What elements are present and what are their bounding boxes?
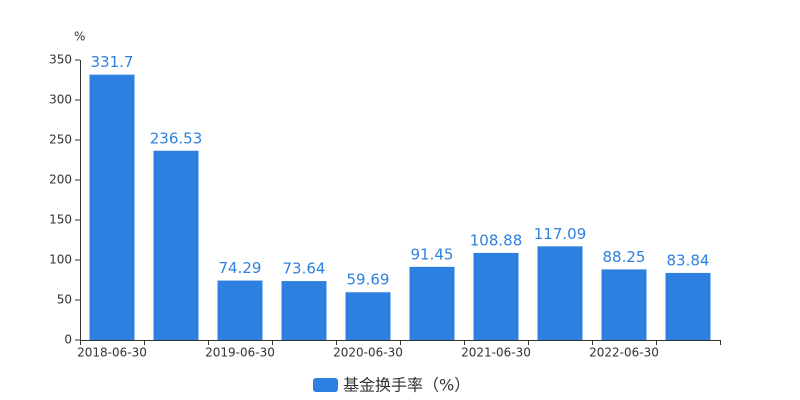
bar [537, 246, 583, 340]
legend-label: 基金换手率（%） [343, 376, 470, 395]
data-label: 73.64 [283, 260, 326, 278]
data-label: 74.29 [219, 259, 262, 277]
data-label: 331.7 [91, 53, 134, 71]
data-label: 117.09 [534, 225, 587, 243]
bar [345, 292, 391, 340]
data-label: 59.69 [347, 271, 390, 289]
y-tick-label: 0 [64, 333, 72, 347]
x-tick-label: 2021-06-30 [461, 346, 531, 360]
bar [89, 74, 135, 340]
bar [217, 280, 263, 340]
x-tick-label: 2022-06-30 [589, 346, 659, 360]
x-tick-label: 2019-06-30 [205, 346, 275, 360]
bar [665, 272, 711, 340]
y-tick-label: 50 [57, 293, 72, 307]
y-tick-label: 100 [49, 253, 72, 267]
y-tick-label: 300 [49, 93, 72, 107]
y-tick-label: 200 [49, 173, 72, 187]
x-tick-label: 2020-06-30 [333, 346, 403, 360]
y-tick-label: 350 [49, 53, 72, 67]
bar [153, 150, 199, 340]
data-label: 236.53 [150, 129, 203, 147]
x-tick-label: 2018-06-30 [77, 346, 147, 360]
data-label: 88.25 [603, 248, 646, 266]
legend-swatch [313, 378, 338, 392]
data-label: 108.88 [470, 231, 523, 249]
data-label: 83.84 [667, 251, 710, 269]
bar [409, 266, 455, 340]
data-label: 91.45 [411, 245, 454, 263]
bar [281, 281, 327, 340]
bar [601, 269, 647, 340]
y-tick-label: 150 [49, 213, 72, 227]
y-tick-label: 250 [49, 133, 72, 147]
bar [473, 252, 519, 340]
y-unit-label: % [74, 30, 85, 44]
